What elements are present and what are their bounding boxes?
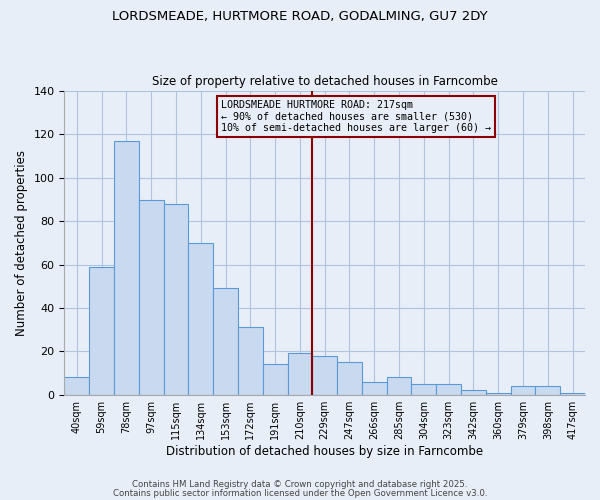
Bar (139, 200, 164, 394)
Text: Contains HM Land Registry data © Crown copyright and database right 2025.: Contains HM Land Registry data © Crown c… (132, 480, 468, 489)
Bar (114, 141, 139, 395)
Bar (436, 384, 461, 394)
Bar (486, 392, 511, 394)
Bar (263, 364, 287, 394)
Bar (238, 328, 263, 394)
Bar (412, 384, 436, 394)
X-axis label: Distribution of detached houses by size in Farncombe: Distribution of detached houses by size … (166, 444, 483, 458)
Bar (287, 354, 313, 395)
Bar (535, 386, 560, 394)
Y-axis label: Number of detached properties: Number of detached properties (15, 150, 28, 336)
Bar (164, 204, 188, 394)
Bar (337, 362, 362, 394)
Text: LORDSMEADE, HURTMORE ROAD, GODALMING, GU7 2DY: LORDSMEADE, HURTMORE ROAD, GODALMING, GU… (112, 10, 488, 23)
Title: Size of property relative to detached houses in Farncombe: Size of property relative to detached ho… (152, 76, 497, 88)
Bar (560, 392, 585, 394)
Bar (362, 382, 386, 394)
Bar (188, 243, 213, 394)
Text: Contains public sector information licensed under the Open Government Licence v3: Contains public sector information licen… (113, 489, 487, 498)
Bar (64, 378, 89, 394)
Bar (89, 266, 114, 394)
Bar (511, 386, 535, 394)
Bar (461, 390, 486, 394)
Bar (386, 378, 412, 394)
Bar (213, 288, 238, 395)
Bar (313, 356, 337, 395)
Text: LORDSMEADE HURTMORE ROAD: 217sqm
← 90% of detached houses are smaller (530)
10% : LORDSMEADE HURTMORE ROAD: 217sqm ← 90% o… (221, 100, 491, 133)
